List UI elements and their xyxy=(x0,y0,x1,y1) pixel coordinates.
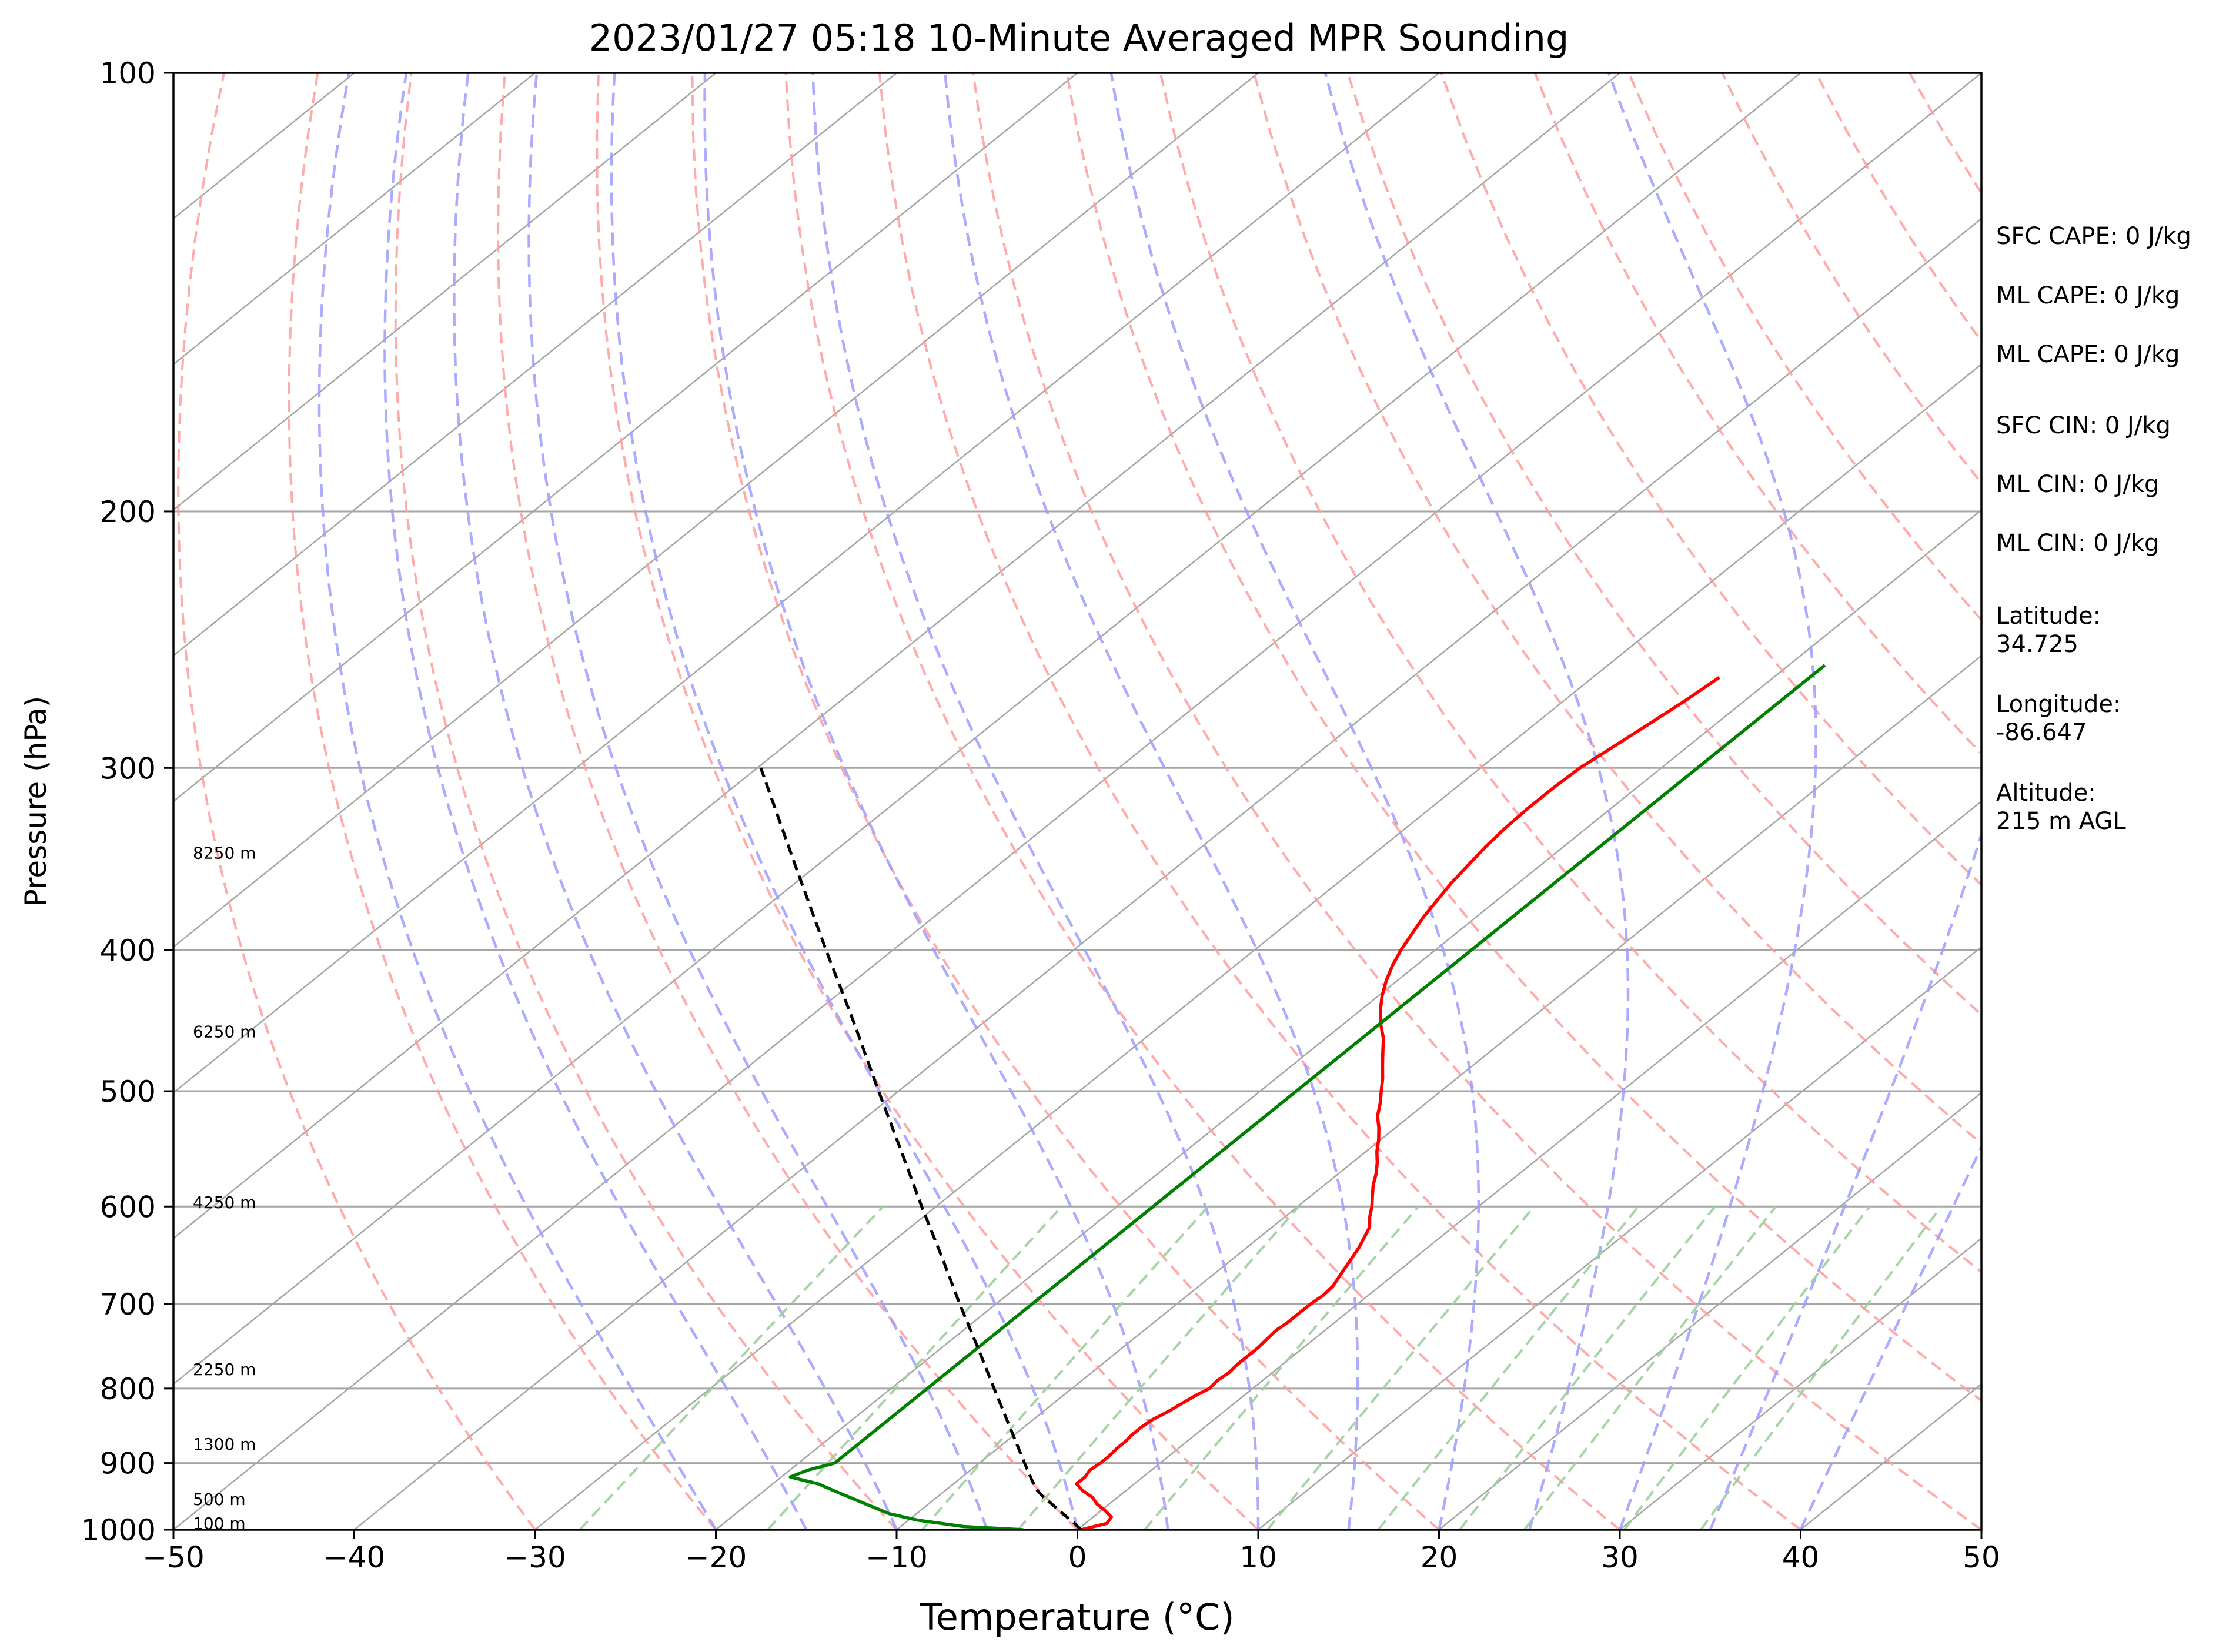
temperature-profile-line xyxy=(1075,676,1720,1530)
x-tick-label: −30 xyxy=(504,1540,566,1574)
parcel-path-line xyxy=(759,767,1082,1530)
dry-adiabat-line xyxy=(691,73,1440,1530)
mixing-ratio-line xyxy=(1266,1206,1535,1530)
chart-title: 2023/01/27 05:18 10-Minute Averaged MPR … xyxy=(589,16,1569,59)
height-label: 4250 m xyxy=(193,1193,256,1212)
y-axis: 100 200 300 400 500 600 700 800 900 1000 xyxy=(81,56,173,1547)
sfc-cin-text: SFC CIN: 0 J/kg xyxy=(1996,412,2171,439)
y-tick-label: 200 xyxy=(100,495,156,529)
sfc-cape-text: SFC CAPE: 0 J/kg xyxy=(1996,223,2191,250)
x-tick-label: 10 xyxy=(1239,1540,1277,1574)
y-tick-label: 700 xyxy=(100,1288,156,1322)
moist-adiabat-line xyxy=(527,73,988,1530)
dry-adiabat-line xyxy=(1065,73,1981,1402)
x-tick-label: 20 xyxy=(1421,1540,1458,1574)
y-tick-label: 1000 xyxy=(81,1513,156,1547)
dry-adiabat-line xyxy=(1440,73,1981,887)
isotherm-line xyxy=(173,73,536,366)
y-tick-label: 400 xyxy=(100,934,156,968)
mixing-ratio-line xyxy=(921,1205,1209,1530)
height-label: 1300 m xyxy=(193,1434,256,1454)
moist-adiabat-line xyxy=(1709,73,1981,1530)
y-tick-label: 800 xyxy=(100,1372,156,1406)
altitude-text: Altitude: 215 m AGL xyxy=(1996,780,2126,835)
x-tick-label: −40 xyxy=(323,1540,386,1574)
isotherm-line xyxy=(715,509,1981,1530)
height-label: 2250 m xyxy=(193,1360,256,1379)
x-tick-label: 30 xyxy=(1601,1540,1639,1574)
moist-adiabat-line xyxy=(703,73,1169,1530)
dry-adiabat-line xyxy=(596,73,1259,1530)
y-tick-label: 500 xyxy=(100,1075,156,1109)
height-label: 500 m xyxy=(193,1490,246,1509)
moist-adiabat-line xyxy=(1323,73,1630,1530)
isotherm-line xyxy=(353,218,1981,1530)
ml-cape-text: ML CAPE: 0 J/kg xyxy=(1996,282,2180,309)
isotherm-line xyxy=(1619,1237,1981,1530)
dry-adiabat-line xyxy=(394,73,898,1530)
x-tick-label: 0 xyxy=(1068,1540,1087,1574)
x-tick-label: −20 xyxy=(685,1540,747,1574)
isotherm-line xyxy=(173,73,1981,1530)
x-tick-label: 50 xyxy=(1963,1540,2000,1574)
moist-adiabat-line xyxy=(1607,73,1817,1530)
mixing-ratio-line xyxy=(767,1205,1063,1530)
y-axis-label: Pressure (hPa) xyxy=(19,696,53,907)
isotherm-line xyxy=(173,73,717,511)
x-tick-label: −50 xyxy=(142,1540,205,1574)
x-axis: −50 −40 −30 −20 −10 0 10 20 30 40 50 xyxy=(142,1530,2000,1574)
y-tick-label: 900 xyxy=(100,1447,156,1481)
dry-adiabat-line xyxy=(972,73,1981,1530)
dry-adiabat-line xyxy=(288,73,717,1530)
height-label: 6250 m xyxy=(193,1022,256,1042)
mixing-ratio-line xyxy=(1459,1206,1716,1530)
dry-adiabat-line xyxy=(878,73,1801,1530)
moist-adiabat-line xyxy=(1109,73,1480,1530)
y-tick-label: 300 xyxy=(100,751,156,785)
mixing-ratio-line xyxy=(1144,1205,1419,1530)
isotherm-line xyxy=(173,73,1801,1385)
dry-adiabat-line xyxy=(1159,73,1981,1274)
mixing-ratio-line xyxy=(1017,1205,1300,1530)
mixing-ratio-line xyxy=(579,1205,884,1530)
mixing-ratio-line xyxy=(1523,1206,1777,1530)
ml-cin-text-2: ML CIN: 0 J/kg xyxy=(1996,530,2160,557)
latitude-text: Latitude: 34.725 xyxy=(1996,603,2101,658)
moist-adiabat-line xyxy=(453,73,898,1530)
isotherm-line xyxy=(1077,800,1981,1530)
mixing-ratio-line xyxy=(1377,1206,1640,1530)
isotherm-line xyxy=(173,73,897,657)
isotherm-line xyxy=(173,73,1259,948)
isotherm-line xyxy=(534,363,1981,1530)
height-label: 8250 m xyxy=(193,843,256,862)
moist-adiabat-line xyxy=(383,73,808,1530)
isotherm-line xyxy=(173,73,1440,1094)
isotherm-line xyxy=(1258,946,1981,1530)
y-tick-label: 100 xyxy=(100,56,156,91)
mixing-ratio-line xyxy=(1700,1206,1943,1530)
y-tick-label: 600 xyxy=(100,1190,156,1224)
x-tick-label: 40 xyxy=(1782,1540,1820,1574)
moist-adiabat-line xyxy=(610,73,1079,1530)
ml-cin-text: ML CIN: 0 J/kg xyxy=(1996,471,2160,498)
dry-adiabat-line xyxy=(784,73,1621,1530)
moist-adiabat-line xyxy=(811,73,1260,1530)
moist-adiabat-line xyxy=(944,73,1359,1530)
moist-adiabat-line xyxy=(317,73,717,1530)
isotherm-line xyxy=(896,654,1981,1530)
isotherm-line xyxy=(173,73,1078,802)
isotherm-line xyxy=(1438,1091,1981,1530)
isotherm-line xyxy=(173,73,1620,1240)
dewpoint-profile-line xyxy=(788,664,1826,1530)
dry-adiabat-line xyxy=(1252,73,1981,1145)
longitude-text: Longitude: -86.647 xyxy=(1996,691,2121,746)
x-tick-label: −10 xyxy=(865,1540,928,1574)
ml-cape-text-2: ML CAPE: 0 J/kg xyxy=(1996,341,2180,368)
dry-adiabat-line xyxy=(177,73,536,1530)
x-axis-label: Temperature (°C) xyxy=(919,1596,1234,1638)
